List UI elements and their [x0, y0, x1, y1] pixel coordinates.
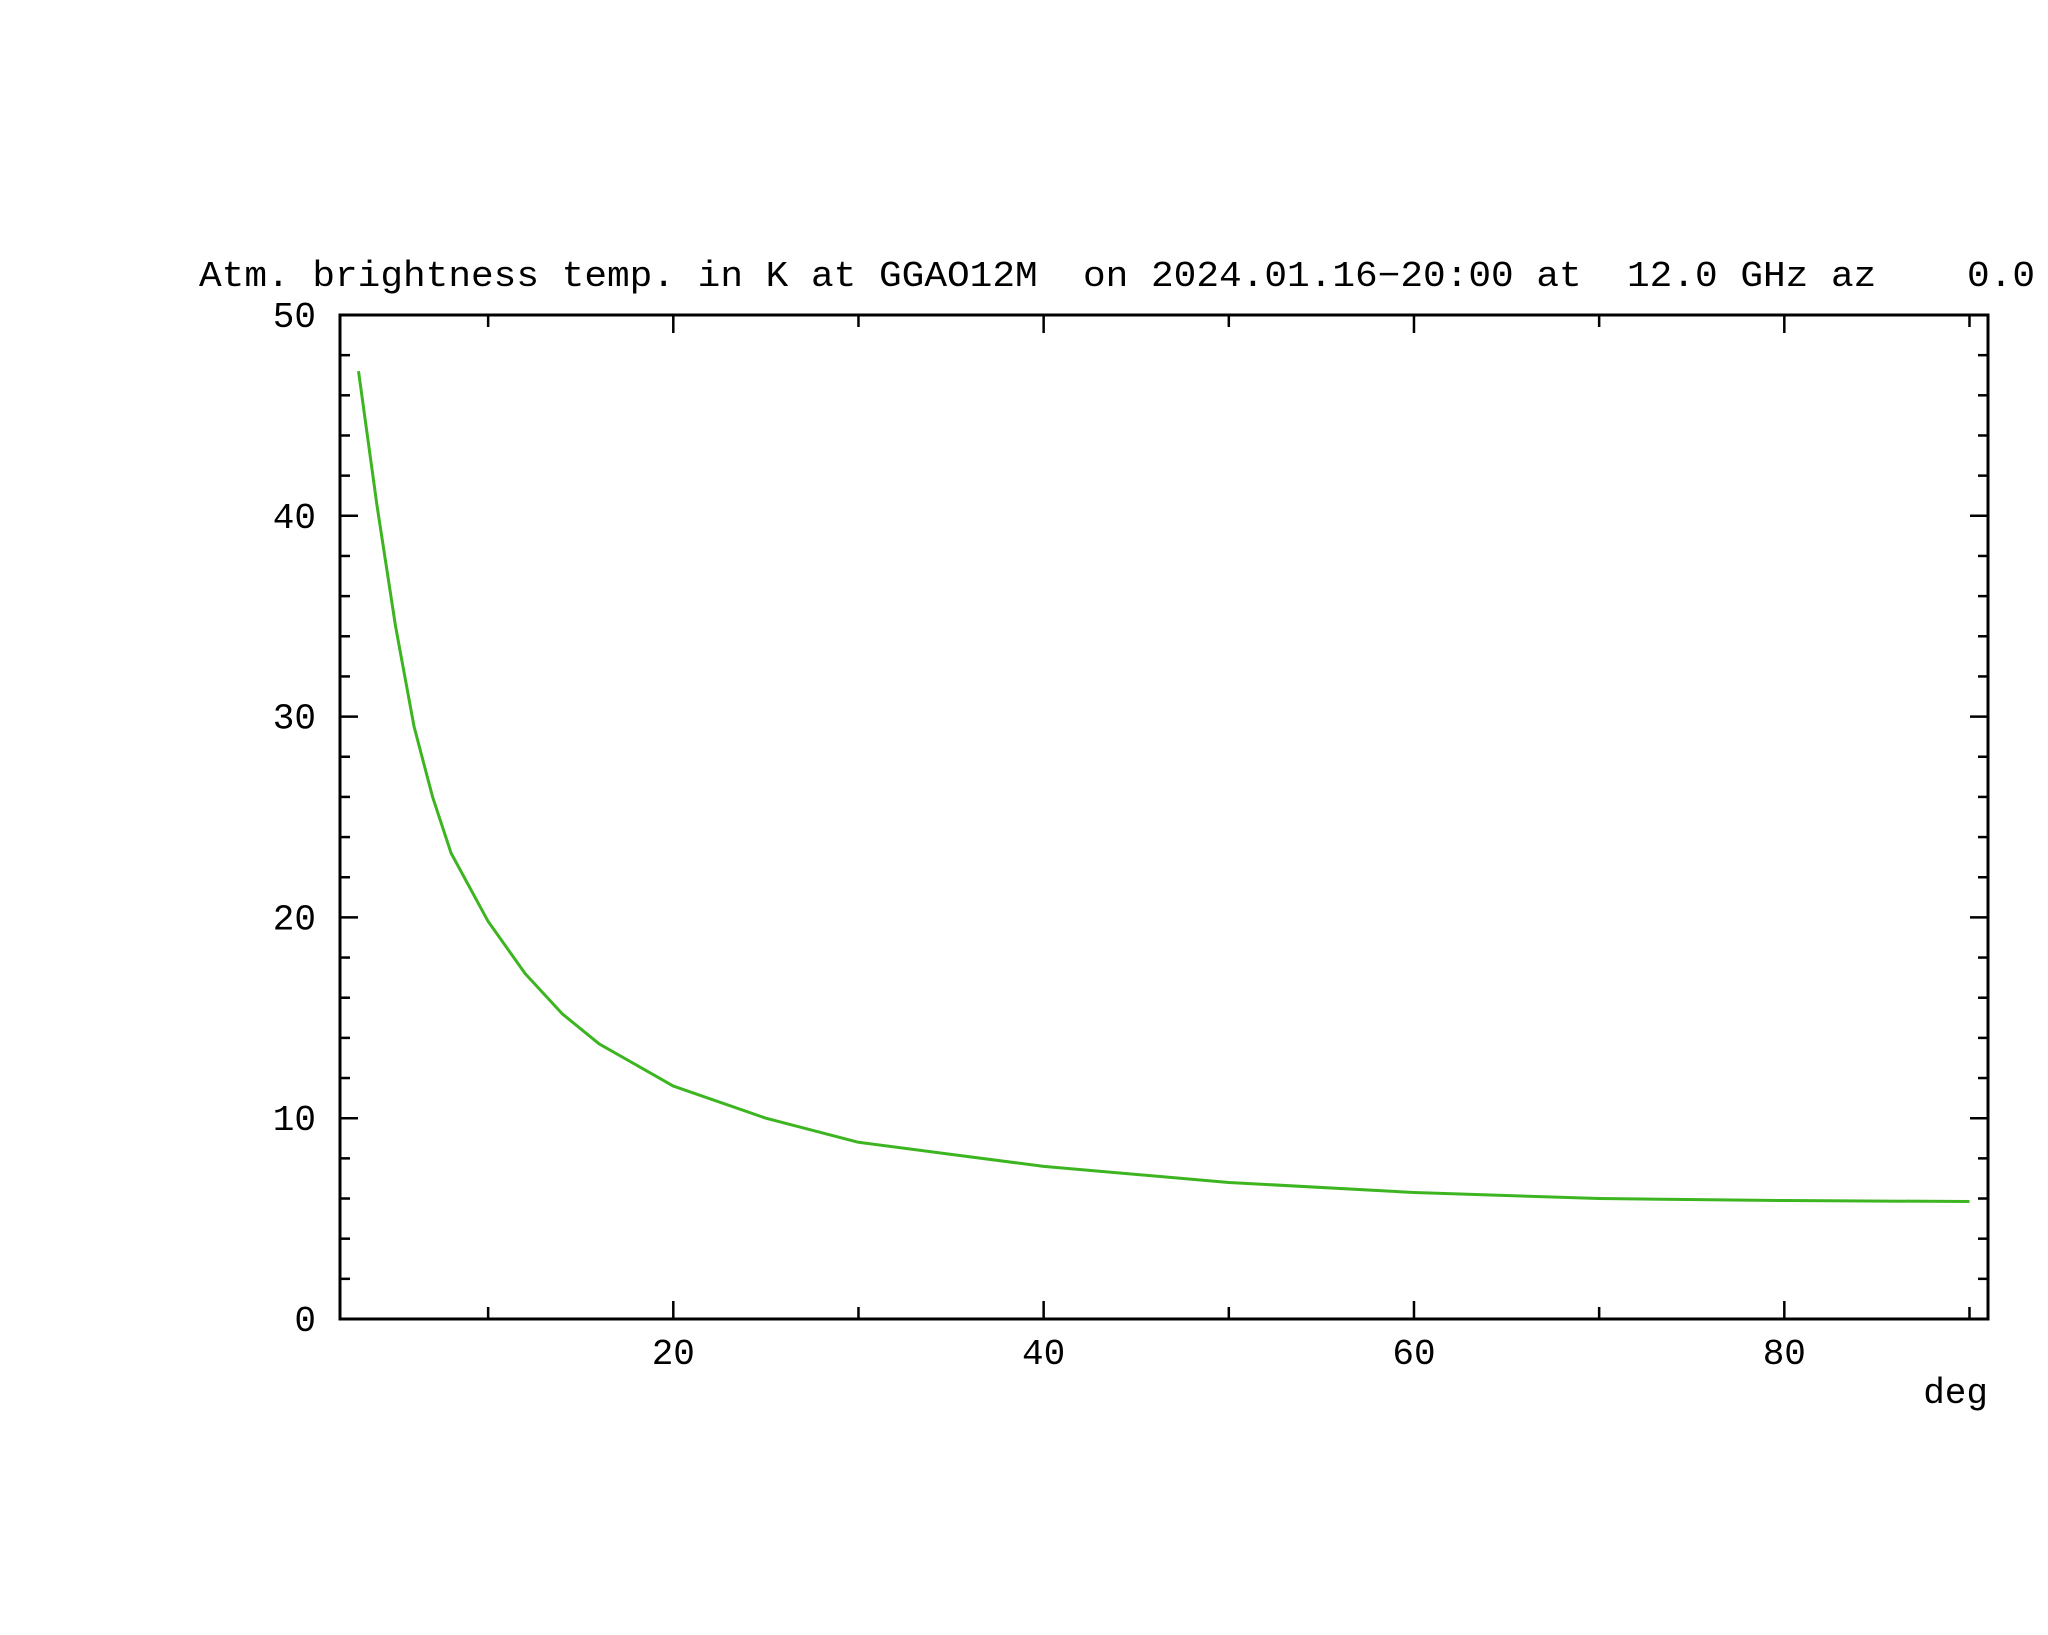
- y-tick-label: 30: [273, 699, 316, 740]
- y-tick-label: 50: [273, 297, 316, 338]
- y-tick-label: 20: [273, 899, 316, 940]
- y-tick-label: 40: [273, 498, 316, 539]
- x-axis-label: deg: [1923, 1373, 1988, 1414]
- x-tick-label: 20: [652, 1334, 695, 1375]
- y-tick-label: 10: [273, 1100, 316, 1141]
- y-tick-label: 0: [294, 1301, 316, 1342]
- x-tick-label: 60: [1392, 1334, 1435, 1375]
- x-tick-label: 80: [1763, 1334, 1806, 1375]
- chart-title: Atm. brightness temp. in K at GGAO12M on…: [199, 256, 2035, 297]
- data-line: [357, 371, 1970, 1204]
- plot-frame: [338, 313, 1990, 1321]
- x-tick-label: 40: [1022, 1334, 1065, 1375]
